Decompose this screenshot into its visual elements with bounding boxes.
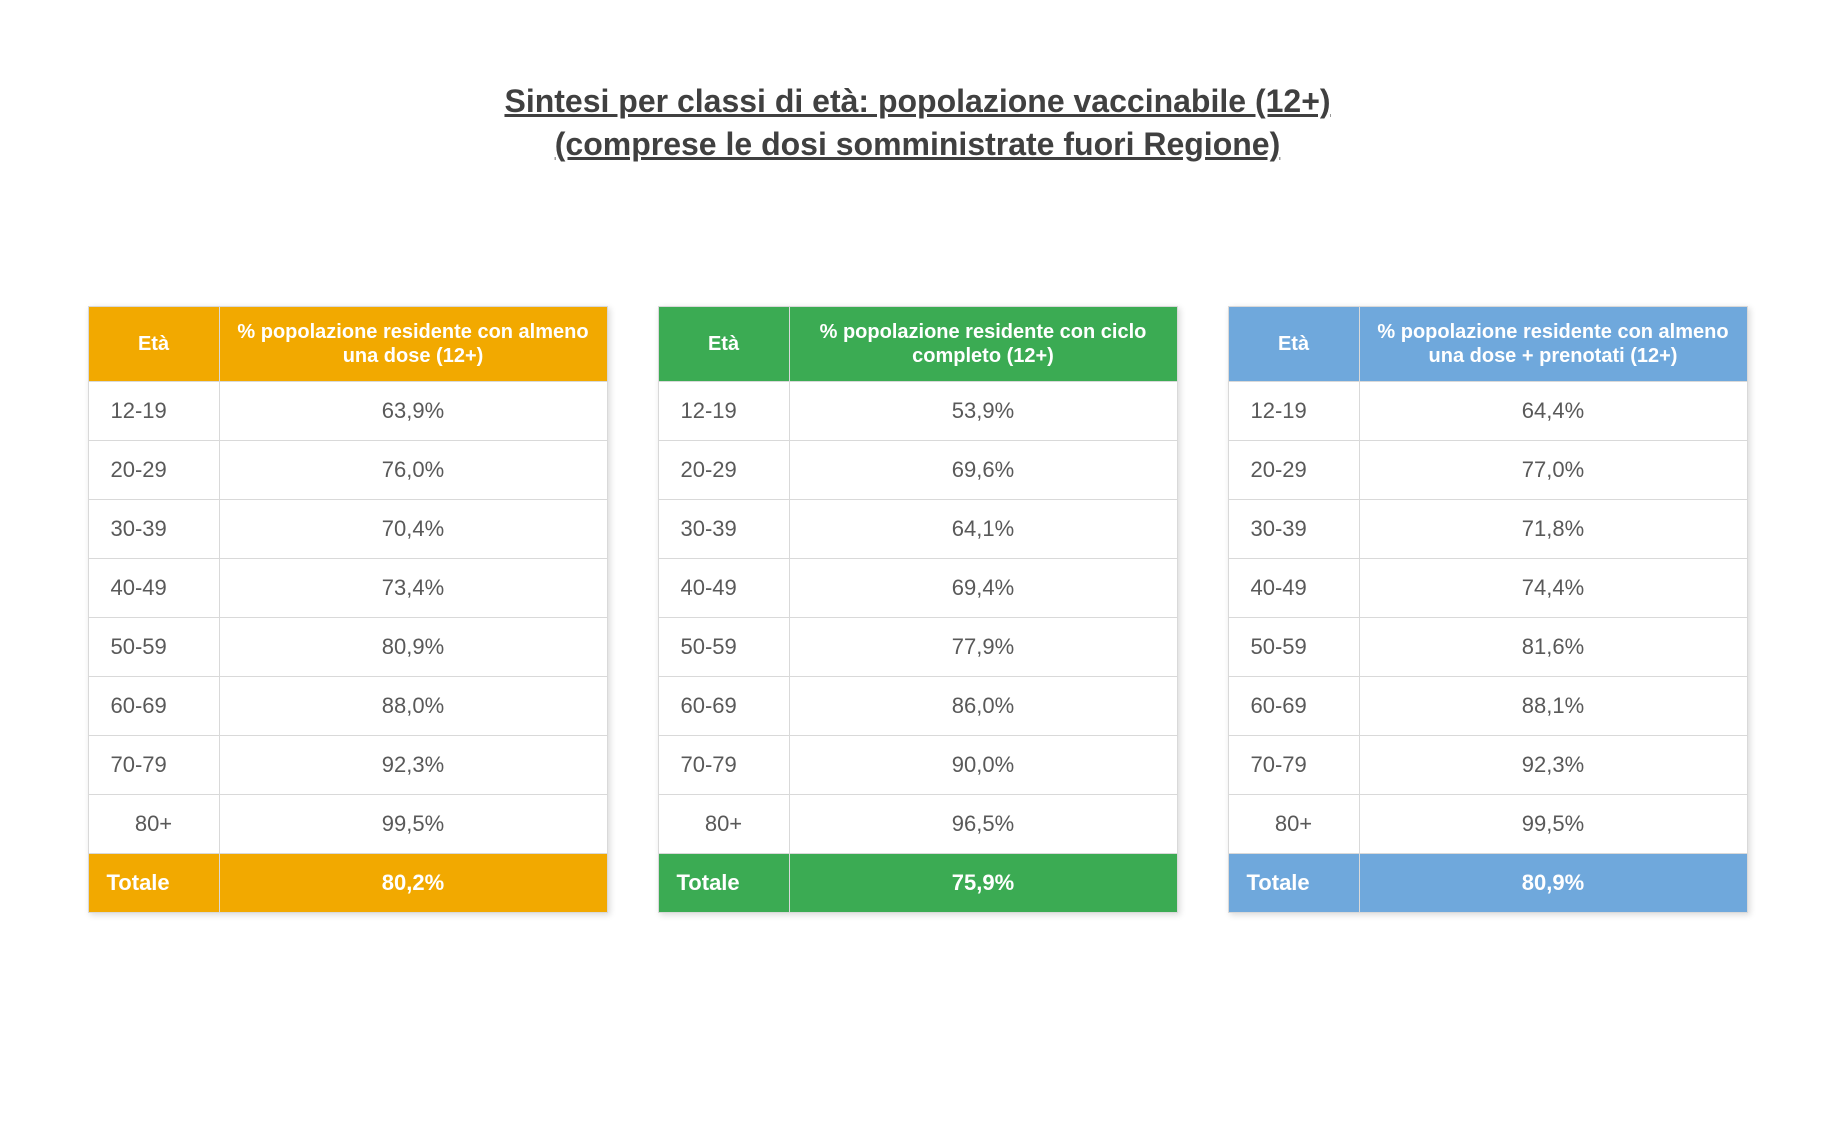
age-cell: 70-79 bbox=[88, 736, 219, 795]
age-cell: 20-29 bbox=[658, 441, 789, 500]
age-cell: 20-29 bbox=[88, 441, 219, 500]
table-one-dose-plus-booked: Età % popolazione residente con almeno u… bbox=[1228, 306, 1748, 913]
age-cell: 30-39 bbox=[1228, 500, 1359, 559]
value-cell: 53,9% bbox=[789, 382, 1177, 441]
value-cell: 96,5% bbox=[789, 795, 1177, 854]
table-header-age: Età bbox=[1228, 307, 1359, 382]
age-cell: 60-69 bbox=[88, 677, 219, 736]
value-cell: 64,1% bbox=[789, 500, 1177, 559]
age-cell: 80+ bbox=[658, 795, 789, 854]
value-cell: 86,0% bbox=[789, 677, 1177, 736]
total-label: Totale bbox=[88, 854, 219, 913]
page: Sintesi per classi di età: popolazione v… bbox=[0, 0, 1835, 913]
value-cell: 77,9% bbox=[789, 618, 1177, 677]
title-line-2: (comprese le dosi somministrate fuori Re… bbox=[555, 126, 1280, 162]
tables-row: Età % popolazione residente con almeno u… bbox=[0, 306, 1835, 913]
age-cell: 12-19 bbox=[658, 382, 789, 441]
age-cell: 70-79 bbox=[658, 736, 789, 795]
value-cell: 70,4% bbox=[219, 500, 607, 559]
table-header-age: Età bbox=[88, 307, 219, 382]
value-cell: 88,1% bbox=[1359, 677, 1747, 736]
value-cell: 69,4% bbox=[789, 559, 1177, 618]
age-cell: 30-39 bbox=[88, 500, 219, 559]
age-cell: 40-49 bbox=[658, 559, 789, 618]
value-cell: 80,9% bbox=[219, 618, 607, 677]
age-cell: 60-69 bbox=[1228, 677, 1359, 736]
table-header-metric: % popolazione residente con ciclo comple… bbox=[789, 307, 1177, 382]
value-cell: 64,4% bbox=[1359, 382, 1747, 441]
table-full-cycle: Età % popolazione residente con ciclo co… bbox=[658, 306, 1178, 913]
age-cell: 50-59 bbox=[1228, 618, 1359, 677]
title-line-1: Sintesi per classi di età: popolazione v… bbox=[504, 83, 1330, 119]
value-cell: 90,0% bbox=[789, 736, 1177, 795]
value-cell: 73,4% bbox=[219, 559, 607, 618]
age-cell: 40-49 bbox=[1228, 559, 1359, 618]
value-cell: 92,3% bbox=[219, 736, 607, 795]
value-cell: 74,4% bbox=[1359, 559, 1747, 618]
age-cell: 70-79 bbox=[1228, 736, 1359, 795]
age-cell: 60-69 bbox=[658, 677, 789, 736]
value-cell: 71,8% bbox=[1359, 500, 1747, 559]
value-cell: 92,3% bbox=[1359, 736, 1747, 795]
age-cell: 80+ bbox=[1228, 795, 1359, 854]
value-cell: 63,9% bbox=[219, 382, 607, 441]
value-cell: 76,0% bbox=[219, 441, 607, 500]
page-title: Sintesi per classi di età: popolazione v… bbox=[0, 80, 1835, 166]
table-header-age: Età bbox=[658, 307, 789, 382]
age-cell: 30-39 bbox=[658, 500, 789, 559]
total-value: 80,2% bbox=[219, 854, 607, 913]
table-one-dose: Età % popolazione residente con almeno u… bbox=[88, 306, 608, 913]
age-cell: 80+ bbox=[88, 795, 219, 854]
table-header-metric: % popolazione residente con almeno una d… bbox=[219, 307, 607, 382]
total-label: Totale bbox=[658, 854, 789, 913]
age-cell: 40-49 bbox=[88, 559, 219, 618]
value-cell: 99,5% bbox=[219, 795, 607, 854]
age-cell: 12-19 bbox=[1228, 382, 1359, 441]
total-value: 80,9% bbox=[1359, 854, 1747, 913]
value-cell: 69,6% bbox=[789, 441, 1177, 500]
total-value: 75,9% bbox=[789, 854, 1177, 913]
value-cell: 99,5% bbox=[1359, 795, 1747, 854]
value-cell: 77,0% bbox=[1359, 441, 1747, 500]
age-cell: 50-59 bbox=[88, 618, 219, 677]
table-header-metric: % popolazione residente con almeno una d… bbox=[1359, 307, 1747, 382]
value-cell: 81,6% bbox=[1359, 618, 1747, 677]
value-cell: 88,0% bbox=[219, 677, 607, 736]
age-cell: 12-19 bbox=[88, 382, 219, 441]
age-cell: 20-29 bbox=[1228, 441, 1359, 500]
age-cell: 50-59 bbox=[658, 618, 789, 677]
total-label: Totale bbox=[1228, 854, 1359, 913]
